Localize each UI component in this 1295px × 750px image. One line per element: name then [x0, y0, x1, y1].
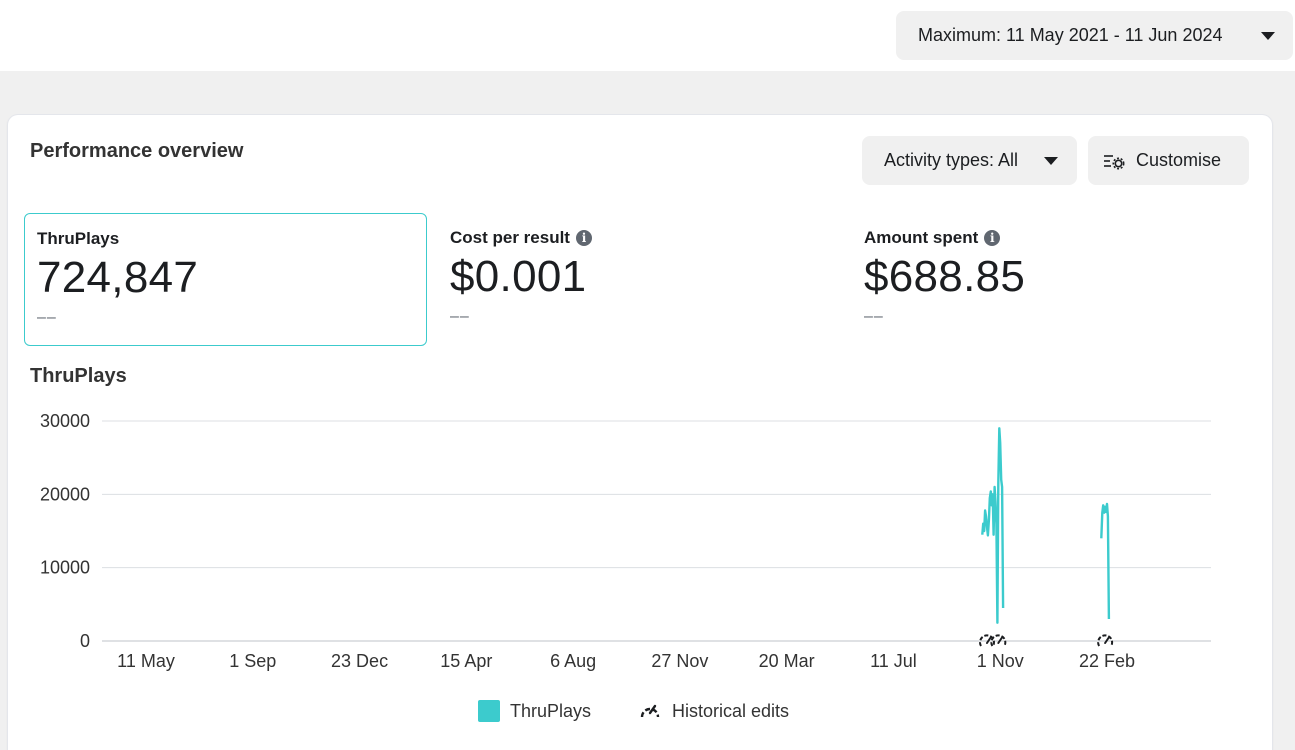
legend-label: Historical edits [672, 700, 790, 721]
series-line [981, 427, 1005, 624]
metric-label-text: Amount spent [864, 228, 979, 247]
customise-label: Customise [1136, 150, 1222, 170]
historical-edit-marker [990, 634, 1007, 647]
caret-down-icon [1261, 32, 1275, 40]
legend-item-thruplays[interactable]: ThruPlays [478, 700, 591, 722]
info-icon[interactable]: i [984, 230, 1001, 246]
top-bar: Maximum: 11 May 2021 - 11 Jun 2024 [0, 0, 1295, 71]
historical-edit-needle [997, 636, 1004, 644]
metric-label-text: ThruPlays [37, 229, 120, 248]
x-tick-label: 1 Sep [229, 651, 276, 671]
date-range-dropdown[interactable]: Maximum: 11 May 2021 - 11 Jun 2024 [896, 11, 1293, 60]
metric-cost-per-result[interactable]: Cost per result i $0.001 –– [438, 213, 841, 346]
metric-amount-spent[interactable]: Amount spent i $688.85 –– [852, 213, 1255, 346]
metric-label: Cost per result i [450, 228, 841, 248]
x-tick-label: 1 Nov [977, 651, 1024, 671]
series-line [1100, 502, 1111, 620]
metric-value: $0.001 [450, 252, 587, 301]
metric-label-text: Cost per result [450, 228, 570, 247]
x-tick-label: 11 Jul [870, 651, 917, 671]
x-tick-label: 15 Apr [440, 651, 492, 671]
legend-swatch [478, 700, 500, 722]
x-tick-label: 6 Aug [550, 651, 596, 671]
performance-overview-card: Performance overview Activity types: All… [8, 115, 1272, 750]
activity-types-dropdown[interactable]: Activity types: All [862, 136, 1077, 185]
sliders-gear-icon [1104, 154, 1125, 169]
y-tick-label: 0 [80, 631, 90, 651]
historical-edit-needle [985, 636, 992, 644]
card-title: Performance overview [30, 140, 244, 162]
x-tick-label: 20 Mar [759, 651, 815, 671]
y-tick-label: 20000 [40, 484, 90, 504]
y-tick-label: 30000 [40, 411, 90, 431]
x-tick-label: 22 Feb [1079, 651, 1135, 671]
metric-value: 724,847 [37, 253, 199, 302]
metric-delta: –– [37, 309, 57, 326]
metric-label: Amount spent i [864, 228, 1255, 248]
metric-value: $688.85 [864, 252, 1026, 301]
activity-types-label: Activity types: All [884, 150, 1019, 170]
historical-edit-needle [1104, 636, 1111, 644]
gauge-icon [640, 704, 660, 718]
metric-thruplays[interactable]: ThruPlays 724,847 –– [24, 213, 427, 346]
info-icon[interactable]: i [575, 230, 592, 246]
x-tick-label: 23 Dec [331, 651, 388, 671]
metric-label: ThruPlays [37, 229, 426, 249]
historical-edit-marker [979, 634, 995, 647]
date-range-label: Maximum: 11 May 2021 - 11 Jun 2024 [918, 25, 1223, 45]
historical-edit-marker [1097, 634, 1114, 647]
legend-label: ThruPlays [510, 700, 592, 721]
legend-item-historical-edits[interactable]: Historical edits [638, 700, 789, 722]
caret-down-icon [1044, 157, 1058, 165]
metric-delta: –– [864, 308, 884, 325]
x-tick-label: 27 Nov [651, 651, 708, 671]
metric-delta: –– [450, 308, 470, 325]
y-tick-label: 10000 [40, 558, 90, 578]
thruplays-chart: 0 10000 20000 30000 11 May 1 Sep 23 Dec 15 Apr 6… [40, 411, 1211, 671]
customise-button[interactable]: Customise [1088, 136, 1249, 185]
chart-title: ThruPlays [30, 365, 127, 387]
x-tick-label: 11 May [117, 651, 175, 671]
